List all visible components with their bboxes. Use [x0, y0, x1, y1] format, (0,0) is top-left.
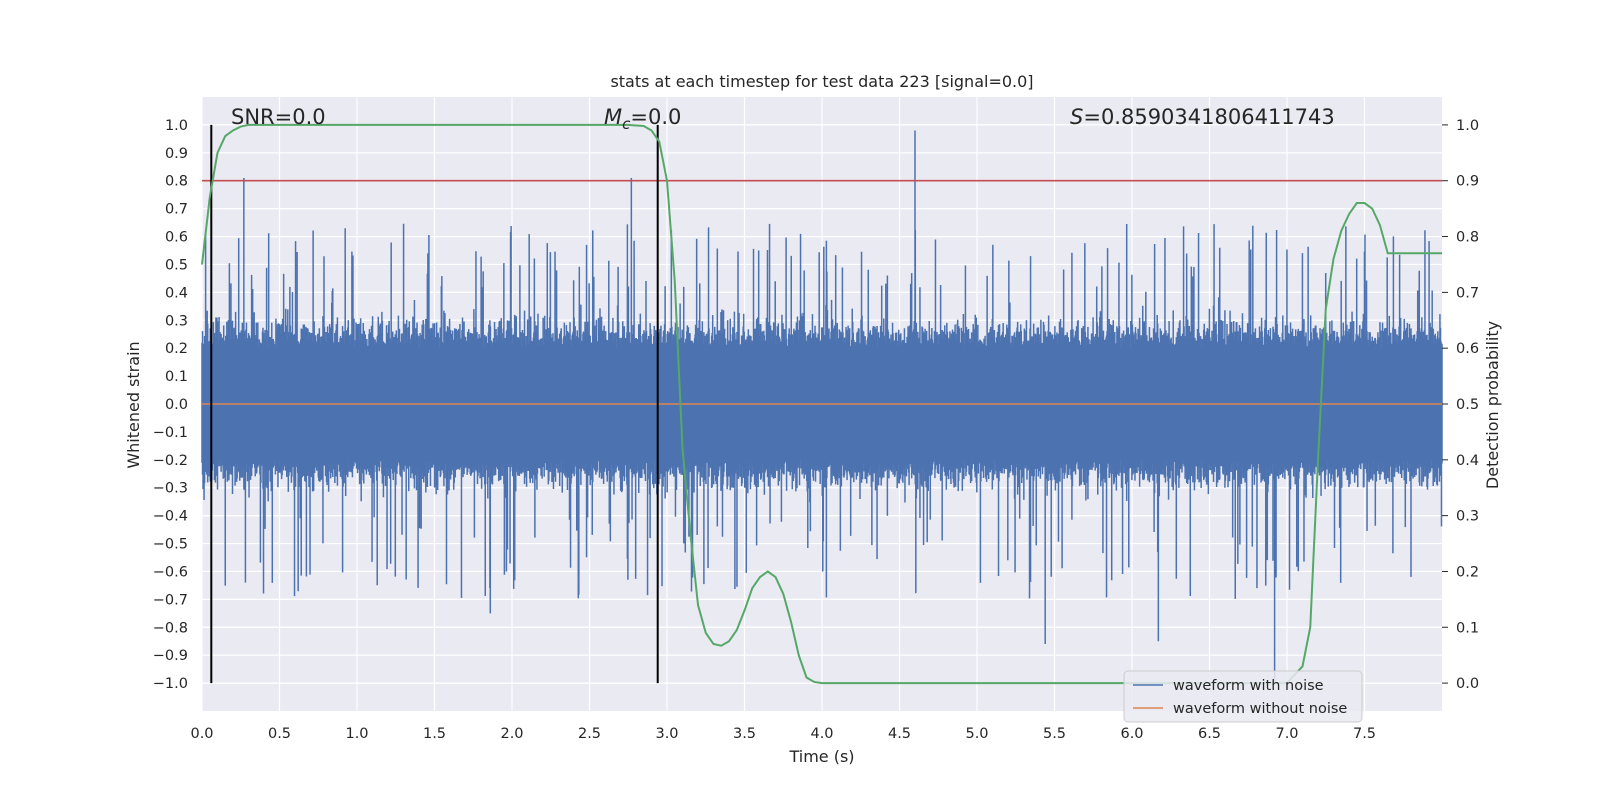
x-tick-label: 6.5 [1198, 726, 1221, 742]
chart-title: stats at each timestep for test data 223… [610, 72, 1033, 91]
y-left-tick-label: 0.0 [165, 397, 188, 413]
chirp-mass-annotation: Mc=0.0 [604, 105, 681, 133]
x-tick-label: 1.5 [423, 726, 446, 742]
x-tick-label: 0.5 [268, 726, 291, 742]
y-left-tick-label: 0.5 [165, 257, 188, 273]
y-right-tick-label: 0.0 [1456, 676, 1479, 692]
y-left-tick-label: 0.9 [165, 146, 188, 162]
x-tick-label: 1.0 [345, 726, 368, 742]
y-left-tick-label: −0.5 [153, 537, 188, 553]
y-left-tick-label: −1.0 [153, 676, 188, 692]
y-right-tick-label: 0.1 [1456, 620, 1479, 636]
y-left-axis-label: Whitened strain [124, 341, 143, 468]
snr-annotation: SNR=0.0 [231, 105, 326, 129]
y-left-tick-label: −0.9 [153, 648, 188, 664]
x-tick-label: 5.0 [965, 726, 988, 742]
y-left-tick-label: −0.6 [153, 564, 188, 580]
s-value: =0.8590341806411743 [1083, 105, 1334, 129]
annotations: SNR=0.0 Mc=0.0 S=0.8590341806411743 [231, 105, 1335, 133]
y-right-tick-label: 0.6 [1456, 341, 1479, 357]
y-right-tick-label: 0.2 [1456, 564, 1479, 580]
y-left-axis-ticks: 1.0 0.9 0.8 0.7 0.6 0.5 0.4 0.3 0.2 0.1 0.0 −0.1 −0.… [153, 118, 188, 692]
y-left-tick-label: −0.8 [153, 620, 188, 636]
y-left-tick-label: −0.3 [153, 481, 188, 497]
y-right-tick-label: 1.0 [1456, 118, 1479, 134]
x-tick-label: 6.0 [1120, 726, 1143, 742]
y-left-tick-label: 1.0 [165, 118, 188, 134]
y-left-tick-label: −0.1 [153, 425, 188, 441]
vertical-markers [210, 124, 659, 684]
y-right-tick-label: 0.8 [1456, 230, 1479, 246]
x-tick-label: 2.5 [578, 726, 601, 742]
y-left-tick-label: −0.2 [153, 453, 188, 469]
mc-subscript: c [622, 115, 631, 133]
x-tick-label: 2.0 [500, 726, 523, 742]
y-left-tick-label: 0.7 [165, 202, 188, 218]
y-left-tick-label: 0.1 [165, 369, 188, 385]
y-left-tick-label: 0.4 [165, 285, 188, 301]
y-right-tick-label: 0.5 [1456, 397, 1479, 413]
detection-probability-series [201, 123, 1442, 685]
y-right-tick-label: 0.9 [1456, 174, 1479, 190]
legend-label-clean: waveform without noise [1173, 701, 1347, 717]
x-tick-label: 4.0 [810, 726, 833, 742]
x-tick-label: 3.0 [655, 726, 678, 742]
y-left-tick-label: −0.7 [153, 592, 188, 608]
y-right-tick-label: 0.4 [1456, 453, 1479, 469]
detection-probability-line [201, 123, 1442, 685]
y-right-tick-label: 0.7 [1456, 285, 1479, 301]
x-tick-label: 0.0 [190, 726, 213, 742]
y-right-axis-label: Detection probability [1483, 321, 1502, 489]
legend: waveform with noise waveform without noi… [1123, 670, 1363, 723]
legend-box [1123, 670, 1363, 723]
y-left-tick-label: 0.2 [165, 341, 188, 357]
x-tick-label: 4.5 [888, 726, 911, 742]
x-tick-label: 5.5 [1043, 726, 1066, 742]
score-annotation: S=0.8590341806411743 [1070, 105, 1335, 129]
x-axis-label: Time (s) [788, 747, 854, 766]
mc-symbol: M [604, 105, 622, 129]
legend-label-noise: waveform with noise [1173, 678, 1324, 694]
s-symbol: S [1070, 105, 1083, 129]
y-left-tick-label: 0.3 [165, 313, 188, 329]
mc-value: =0.0 [630, 105, 681, 129]
x-tick-label: 3.5 [733, 726, 756, 742]
x-axis-ticks: 0.0 0.5 1.0 1.5 2.0 2.5 3.0 3.5 4.0 4.5 5.0 5.5 6.0 6… [190, 726, 1376, 742]
x-tick-label: 7.0 [1275, 726, 1298, 742]
y-right-axis-ticks: 1.0 0.9 0.8 0.7 0.6 0.5 0.4 0.3 0.2 0.1 0.0 [1442, 118, 1479, 692]
y-left-tick-label: 0.6 [165, 230, 188, 246]
y-right-tick-label: 0.3 [1456, 509, 1479, 525]
x-tick-label: 7.5 [1353, 726, 1376, 742]
y-left-tick-label: −0.4 [153, 509, 188, 525]
y-left-tick-label: 0.8 [165, 174, 188, 190]
